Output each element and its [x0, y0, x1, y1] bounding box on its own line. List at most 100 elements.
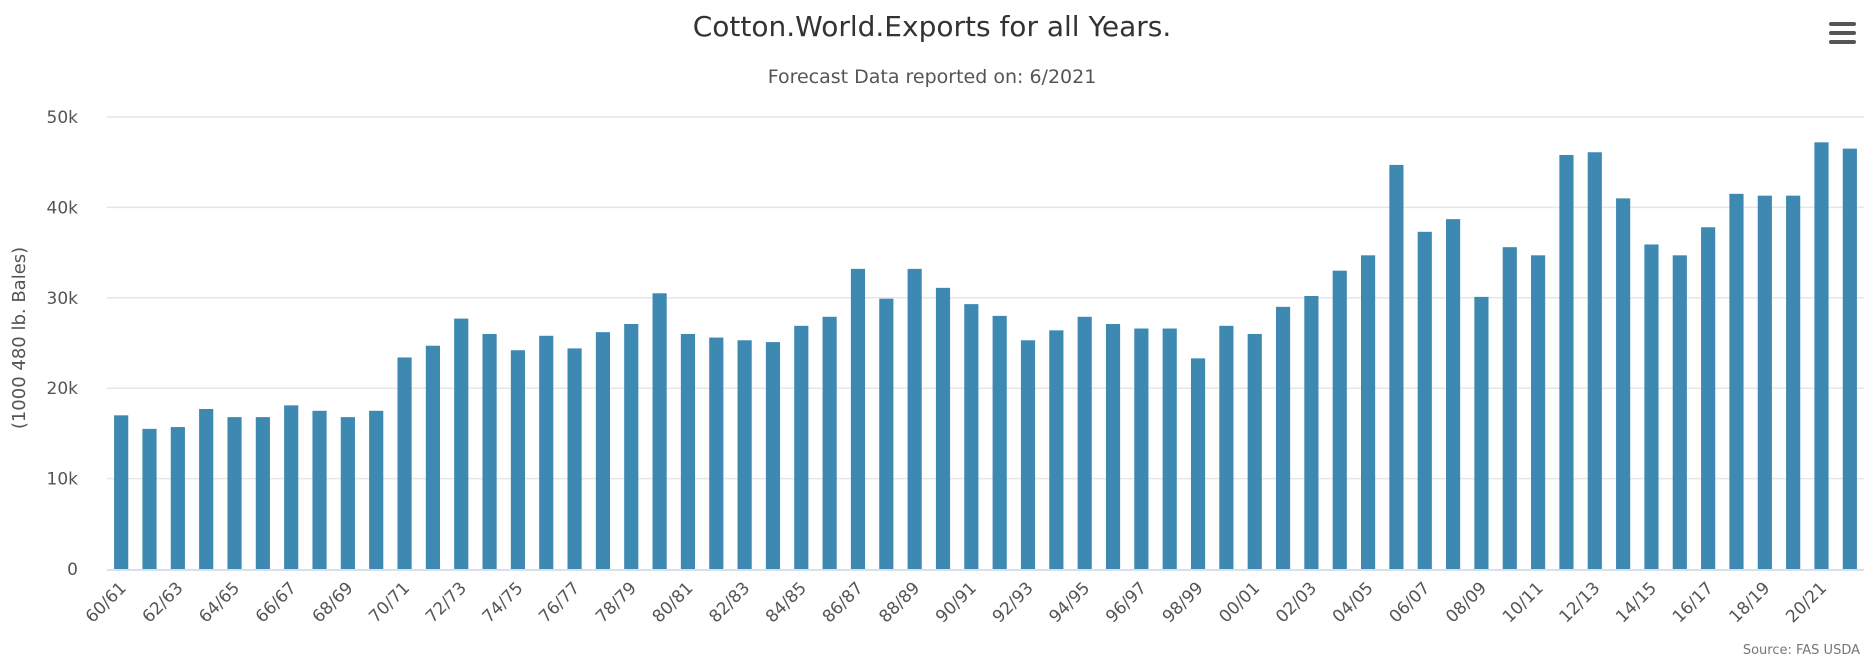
bar[interactable]	[397, 357, 412, 569]
bar[interactable]	[255, 417, 270, 569]
bar[interactable]	[1360, 255, 1376, 569]
bar[interactable]	[1644, 244, 1659, 570]
bar[interactable]	[1502, 247, 1517, 569]
bar[interactable]	[1672, 255, 1687, 569]
bar[interactable]	[907, 268, 922, 569]
bar[interactable]	[567, 348, 582, 569]
bar[interactable]	[170, 427, 185, 569]
chart-menu-button[interactable]	[1820, 14, 1860, 54]
x-tick-label: 70/71	[365, 578, 414, 627]
x-tick-label: 66/67	[252, 578, 301, 627]
x-tick-label: 00/01	[1215, 578, 1264, 627]
source-credit: Source: FAS USDA	[1743, 643, 1860, 658]
x-tick-label: 88/89	[875, 578, 924, 627]
bar[interactable]	[1616, 198, 1631, 570]
bar[interactable]	[1842, 148, 1857, 569]
bar[interactable]	[794, 325, 809, 569]
x-tick-label: 62/63	[139, 578, 188, 627]
bar[interactable]	[1786, 195, 1801, 569]
x-tick-label: 04/05	[1329, 578, 1378, 627]
x-tick-label: 92/93	[989, 578, 1038, 627]
hamburger-menu-icon	[1829, 22, 1856, 44]
bar[interactable]	[1389, 164, 1404, 570]
bar[interactable]	[425, 345, 440, 569]
bar[interactable]	[1077, 316, 1092, 569]
bar[interactable]	[284, 405, 299, 569]
bar[interactable]	[680, 333, 696, 569]
bar[interactable]	[454, 318, 469, 569]
x-tick-label: 18/19	[1726, 578, 1775, 627]
x-tick-label: 20/21	[1782, 578, 1831, 627]
bar[interactable]	[1701, 227, 1716, 569]
bar[interactable]	[1729, 193, 1744, 569]
bar[interactable]	[1332, 270, 1347, 569]
x-tick-label: 78/79	[592, 578, 641, 627]
bar[interactable]	[199, 408, 214, 569]
x-tick-label: 60/61	[82, 578, 131, 627]
bar[interactable]	[1757, 195, 1772, 569]
y-tick-label: 40k	[47, 198, 79, 218]
x-tick-label: 08/09	[1442, 578, 1491, 627]
bar[interactable]	[1134, 328, 1149, 569]
bar[interactable]	[369, 410, 384, 569]
bar[interactable]	[964, 304, 979, 569]
y-tick-label: 30k	[47, 289, 79, 309]
x-tick-label: 86/87	[819, 578, 868, 627]
bar[interactable]	[1247, 333, 1262, 569]
bar[interactable]	[850, 268, 866, 569]
x-axis-ticks: 60/61 62/63 64/65 66/67 68/69 70/71 72/73 74/75…	[82, 578, 1831, 627]
bars	[114, 142, 1857, 570]
bar[interactable]	[652, 293, 667, 569]
bar[interactable]	[737, 340, 752, 569]
bar[interactable]	[1105, 324, 1121, 569]
bar[interactable]	[1417, 231, 1432, 570]
x-tick-label: 02/03	[1272, 578, 1321, 627]
x-tick-label: 06/07	[1385, 578, 1434, 627]
bar[interactable]	[1446, 219, 1461, 570]
bar[interactable]	[1162, 328, 1177, 569]
bar[interactable]	[1049, 330, 1064, 569]
bar[interactable]	[312, 410, 327, 569]
bar[interactable]	[709, 337, 724, 569]
bar[interactable]	[340, 417, 355, 569]
bar[interactable]	[1219, 325, 1234, 569]
bar[interactable]	[822, 316, 837, 569]
bar[interactable]	[879, 298, 894, 569]
x-tick-label: 16/17	[1669, 578, 1718, 627]
x-tick-label: 80/81	[649, 578, 698, 627]
bar[interactable]	[765, 342, 781, 569]
bar[interactable]	[1474, 296, 1489, 569]
bar[interactable]	[482, 333, 497, 569]
bar[interactable]	[114, 415, 129, 569]
chart-title: Cotton.World.Exports for all Years.	[693, 10, 1172, 43]
bar[interactable]	[1587, 152, 1602, 570]
x-tick-label: 96/97	[1102, 578, 1151, 627]
bar[interactable]	[510, 350, 525, 569]
bar[interactable]	[1304, 295, 1319, 569]
bar[interactable]	[1275, 306, 1291, 569]
x-tick-label: 84/85	[762, 578, 811, 627]
bar[interactable]	[1190, 358, 1206, 569]
y-tick-label: 0	[67, 560, 78, 580]
bar[interactable]	[992, 315, 1007, 569]
bar[interactable]	[935, 287, 951, 569]
x-tick-label: 74/75	[479, 578, 528, 627]
bar[interactable]	[539, 335, 554, 569]
bar[interactable]	[1814, 142, 1829, 569]
bar[interactable]	[1531, 255, 1546, 569]
y-tick-label: 10k	[47, 470, 79, 490]
bar[interactable]	[595, 332, 611, 569]
x-tick-label: 10/11	[1499, 578, 1548, 627]
y-tick-label: 50k	[47, 108, 79, 128]
bar[interactable]	[142, 428, 157, 569]
bar[interactable]	[624, 324, 639, 569]
x-tick-label: 76/77	[535, 578, 584, 627]
x-tick-label: 64/65	[195, 578, 244, 627]
bar[interactable]	[1559, 154, 1574, 569]
bar[interactable]	[227, 417, 242, 569]
x-tick-label: 98/99	[1159, 578, 1208, 627]
bar[interactable]	[1020, 340, 1036, 569]
x-tick-label: 94/95	[1045, 578, 1094, 627]
